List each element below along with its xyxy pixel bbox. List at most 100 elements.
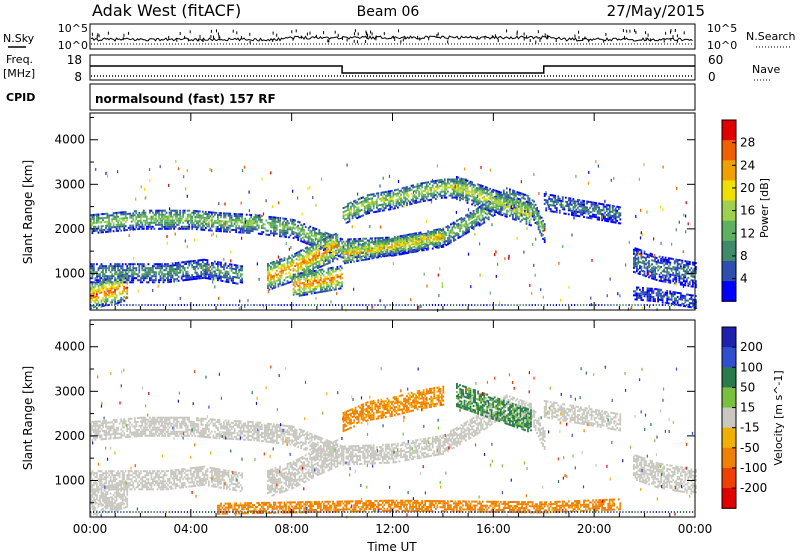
heatmap-cell (439, 242, 442, 245)
heatmap-cell (168, 211, 171, 214)
heatmap-cell (468, 218, 470, 221)
heatmap-cell (472, 183, 475, 186)
heatmap-cell (286, 276, 289, 279)
heatmap-cell (185, 217, 188, 220)
heatmap-cell (300, 224, 302, 226)
heatmap-cell (366, 246, 369, 249)
heatmap-cell (428, 189, 431, 191)
heatmap-cell (283, 265, 286, 268)
heatmap-cell (248, 219, 251, 222)
heatmap-cell (254, 216, 257, 219)
heatmap-cell (394, 207, 396, 210)
heatmap-cell (403, 188, 405, 191)
heatmap-cell (153, 281, 156, 284)
heatmap-cell (313, 292, 316, 294)
heatmap-cell (428, 231, 431, 234)
heatmap-cell (478, 200, 481, 203)
heatmap-cell (478, 218, 481, 221)
heatmap-cell (106, 298, 109, 301)
heatmap-cell (525, 208, 528, 211)
heatmap-cell (450, 235, 452, 238)
heatmap-cell (139, 215, 142, 218)
heatmap-cell (512, 189, 514, 192)
heatmap-cell (457, 180, 460, 183)
heatmap-cell (273, 280, 275, 283)
heatmap-cell (453, 223, 455, 226)
heatmap-cell (142, 263, 145, 266)
heatmap-cell (245, 227, 248, 230)
heatmap-cell (557, 201, 560, 204)
heatmap-cell (354, 246, 357, 249)
heatmap-cell (218, 271, 221, 274)
heatmap-cell (274, 262, 277, 265)
heatmap-cell (103, 304, 106, 307)
heatmap-cell (112, 295, 115, 298)
heatmap-cell (96, 295, 98, 298)
heatmap-cell (117, 281, 119, 284)
heatmap-cell (304, 255, 307, 258)
heatmap-cell (510, 199, 513, 202)
heatmap-cell (115, 215, 118, 218)
heatmap-cell (354, 256, 357, 259)
heatmap-cell (338, 283, 340, 286)
heatmap-cell (353, 248, 355, 251)
heatmap-cell (359, 243, 361, 246)
heatmap-cell (218, 212, 221, 215)
heatmap-cell (294, 265, 296, 267)
heatmap-cell (383, 245, 386, 248)
heatmap-cell (392, 195, 395, 198)
heatmap-cell (135, 210, 138, 213)
heatmap-cell (451, 184, 454, 187)
heatmap-cell (363, 197, 366, 200)
heatmap-cell (427, 199, 430, 202)
heatmap-cell (484, 200, 487, 203)
heatmap-cell (353, 238, 355, 241)
heatmap-cell (159, 217, 162, 220)
heatmap-cell (377, 208, 380, 211)
heatmap-cell (350, 254, 352, 257)
heatmap-cell (313, 258, 316, 261)
heatmap-cell (443, 239, 446, 241)
heatmap-cell (416, 187, 419, 190)
heatmap-cell (549, 208, 552, 211)
heatmap-cell (409, 189, 411, 192)
heatmap-cell (447, 229, 449, 232)
heatmap-cell (363, 209, 366, 212)
heatmap-cell (162, 275, 165, 278)
heatmap-cell (472, 195, 475, 198)
heatmap-cell (474, 184, 476, 187)
heatmap-cell (276, 273, 278, 276)
heatmap-cell (389, 208, 392, 211)
heatmap-cell (236, 227, 239, 230)
heatmap-cell (111, 277, 113, 280)
heatmap-cell (142, 215, 145, 218)
heatmap-cell (164, 269, 166, 272)
heatmap-cell (138, 213, 141, 216)
heatmap-cell (453, 221, 455, 224)
heatmap-cell (409, 240, 411, 243)
freq-left-label: Freq. (6, 53, 33, 66)
heatmap-cell (123, 269, 126, 272)
heatmap-cell (413, 186, 416, 189)
heatmap-cell (292, 275, 295, 278)
heatmap-cell (241, 269, 243, 272)
heatmap-cell (384, 191, 387, 193)
heatmap-cell (469, 221, 472, 224)
heatmap-cell (117, 267, 119, 270)
heatmap-cell (155, 211, 157, 214)
heatmap-cell (106, 290, 109, 293)
heatmap-cell (150, 271, 153, 274)
heatmap-cell (335, 238, 337, 241)
heatmap-cell (460, 189, 463, 192)
heatmap-cell (195, 220, 198, 223)
heatmap-cell (332, 286, 334, 289)
heatmap-cell (310, 246, 313, 249)
heatmap-cell (124, 221, 127, 224)
heatmap-cell (298, 282, 301, 285)
heatmap-cell (394, 241, 396, 244)
heatmap-cell (430, 194, 433, 197)
heatmap-cell (165, 217, 168, 220)
heatmap-cell (391, 189, 393, 192)
heatmap-cell (279, 262, 281, 265)
heatmap-cell (442, 233, 445, 236)
